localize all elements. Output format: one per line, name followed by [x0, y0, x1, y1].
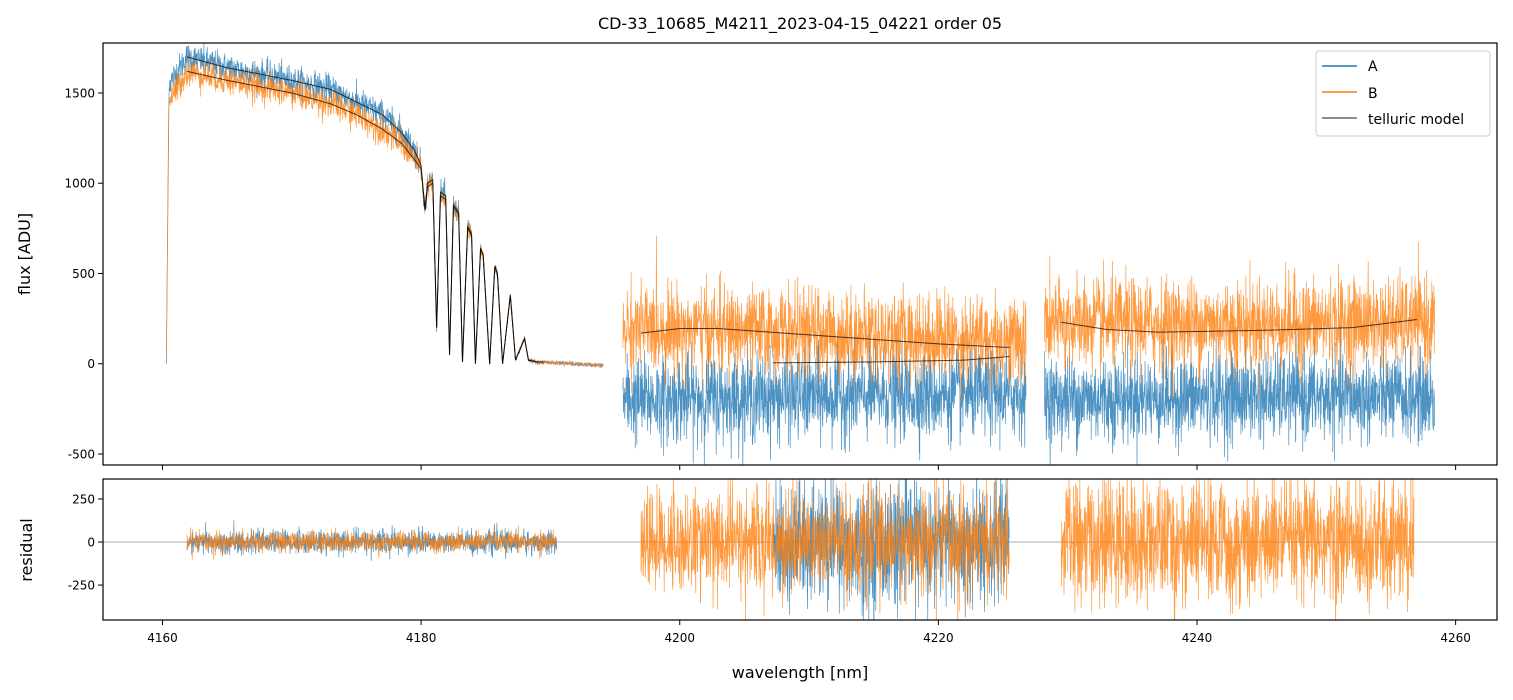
telluric-model-B-seg3	[1061, 319, 1417, 333]
y-axis-label-residual: residual	[17, 518, 36, 581]
chart-title: CD-33_10685_M4211_2023-04-15_04221 order…	[598, 14, 1002, 34]
legend-label-b: B	[1368, 86, 1378, 102]
spectrum-a-segment-2	[622, 331, 1027, 465]
top-y-tick-label: 500	[72, 267, 95, 281]
spectrum-a-segment-3	[1044, 319, 1436, 465]
telluric-model-B-seg2	[640, 328, 1010, 348]
residual-b-segment-5	[1060, 479, 1415, 620]
telluric-model-A-seg2	[772, 356, 1010, 364]
top-y-tick-label: 1000	[64, 177, 95, 191]
x-tick-label: 4240	[1182, 631, 1213, 645]
x-tick-label: 4180	[406, 631, 437, 645]
x-tick-label: 4220	[923, 631, 954, 645]
x-axis-label: wavelength [nm]	[732, 663, 869, 682]
spectrum-b-segment-1	[166, 55, 604, 368]
telluric-model-B-seg1	[186, 70, 538, 364]
residual-y-tick-label: -250	[68, 579, 95, 593]
residual-y-tick-label: 0	[87, 536, 95, 550]
legend-label-model: telluric model	[1368, 112, 1464, 128]
legend: A B telluric model	[1315, 50, 1491, 137]
top-y-tick-label: 1500	[64, 86, 95, 100]
residual-b-segment-2	[186, 525, 557, 561]
top-y-tick-label: 0	[87, 357, 95, 371]
residual-axes-frame	[102, 478, 1498, 621]
x-tick-label: 4200	[664, 631, 695, 645]
top-axes-frame	[102, 42, 1498, 466]
legend-label-a: A	[1368, 59, 1378, 75]
x-tick-label: 4260	[1440, 631, 1471, 645]
spectrum-b-segment-3	[1044, 241, 1436, 401]
top-panel-data	[166, 43, 1436, 465]
top-y-tick-label: -500	[68, 447, 95, 461]
y-axis-label-flux: flux [ADU]	[15, 213, 34, 295]
spectrum-b-segment-2	[622, 235, 1027, 402]
residual-y-tick-label: 250	[72, 492, 95, 506]
legend-box	[1315, 50, 1491, 137]
spectrum-a-segment-1	[166, 43, 604, 368]
x-tick-label: 4160	[147, 631, 178, 645]
residual-panel-data	[103, 479, 1497, 620]
residual-b-segment-4	[640, 479, 1010, 620]
